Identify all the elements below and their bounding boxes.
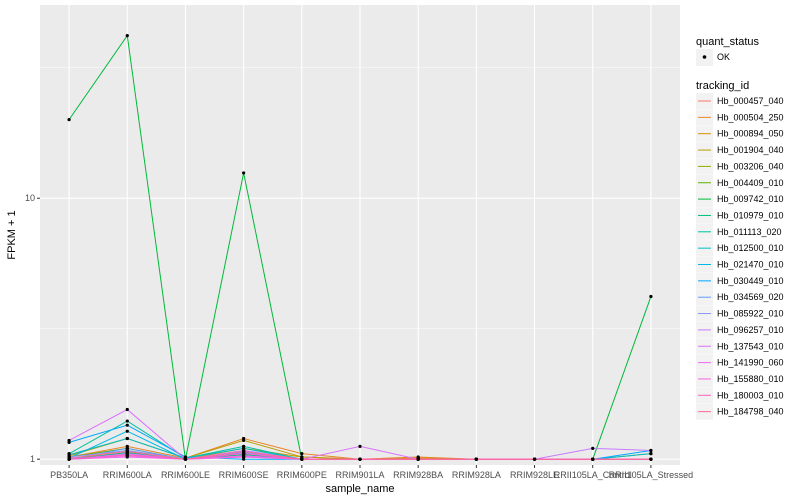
x-tick-label: RRIM928BA: [393, 470, 443, 480]
legend-title-tracking-id: tracking_id: [696, 80, 749, 92]
legend-title-quant-status: quant_status: [696, 36, 759, 48]
legend-label-series: Hb_004409_010: [717, 178, 784, 188]
legend-label-series: Hb_012500_010: [717, 243, 784, 253]
legend-label-series: Hb_155880_010: [717, 374, 784, 384]
data-point: [125, 429, 129, 433]
x-tick-label: PB350LA: [50, 470, 88, 480]
x-tick-label: RRII105LA_Control: [554, 470, 632, 480]
legend-label-series: Hb_184798_040: [717, 407, 784, 417]
data-point: [242, 171, 246, 175]
x-tick-label: RRIM901LA: [335, 470, 384, 480]
data-point: [125, 453, 129, 457]
data-point: [416, 457, 420, 461]
data-point: [67, 456, 71, 460]
data-point: [242, 438, 246, 443]
data-point: [242, 455, 246, 459]
x-tick-label: RRIM928LA: [452, 470, 501, 480]
legend-label-series: Hb_010979_010: [717, 210, 784, 220]
data-point: [358, 457, 362, 461]
legend-label-series: Hb_085922_010: [717, 309, 784, 319]
legend-label-series: Hb_000457_040: [717, 96, 784, 106]
data-point: [242, 457, 246, 461]
data-point: [649, 448, 653, 453]
axes: 1 10 PB350LA RRIM600LA RRIM600LE RRIM600SE RRI…: [25, 193, 693, 480]
legend-key-point: [702, 55, 707, 59]
data-point: [649, 294, 653, 299]
y-tick-label: 1: [30, 454, 35, 464]
data-point: [183, 455, 188, 459]
data-point: [125, 423, 129, 427]
legend-label-series: Hb_011113_020: [717, 227, 782, 237]
data-point: [649, 457, 653, 461]
legend-label-series: Hb_141990_060: [717, 358, 784, 368]
data-point: [242, 449, 246, 454]
x-tick-label: RRIM928LE: [510, 470, 559, 480]
y-tick-label: 10: [25, 193, 35, 203]
data-point: [591, 446, 595, 450]
legend-label-series: Hb_034569_020: [717, 292, 784, 302]
data-point: [125, 449, 129, 454]
data-point: [474, 457, 478, 461]
legend-label-quant-status: OK: [717, 52, 730, 62]
data-point: [300, 457, 304, 461]
legend-label-series: Hb_180003_010: [717, 390, 784, 400]
legend-label-series: Hb_000504_250: [717, 112, 784, 122]
data-point: [67, 453, 71, 457]
x-tick-label: RRIM600SE: [219, 470, 269, 480]
legend-label-series: Hb_003206_040: [717, 161, 784, 171]
data-point: [649, 452, 653, 456]
data-point: [183, 457, 188, 461]
data-point: [67, 438, 71, 443]
x-tick-label: RRIM600LE: [161, 470, 210, 480]
data-point: [532, 457, 537, 461]
data-point: [300, 455, 304, 459]
data-point: [358, 444, 362, 448]
data-point: [300, 452, 304, 456]
x-axis-title: sample_name: [325, 483, 394, 495]
legend-label-series: Hb_021470_010: [717, 260, 784, 270]
legend-label-series: Hb_001904_040: [717, 145, 784, 155]
x-tick-label: RRIM600LA: [103, 470, 152, 480]
x-tick-label: RRII105LA_Stressed: [609, 470, 694, 480]
data-point: [591, 457, 595, 461]
legend-label-series: Hb_137543_010: [717, 341, 784, 351]
data-point: [67, 118, 71, 122]
legend-label-series: Hb_009742_010: [717, 194, 784, 204]
data-points: [67, 33, 653, 461]
legend-items: OK Hb_000457_040 Hb_000504_250 Hb_000894_05…: [696, 49, 784, 420]
data-point: [125, 33, 129, 38]
data-point: [125, 436, 129, 441]
legend: quant_status tracking_id OK Hb_000457_040…: [696, 36, 784, 420]
legend-label-series: Hb_096257_010: [717, 325, 784, 335]
legend-label-series: Hb_000894_050: [717, 129, 784, 139]
x-tick-label: RRIM600PE: [277, 470, 327, 480]
legend-label-series: Hb_030449_010: [717, 276, 784, 286]
data-point: [125, 407, 129, 412]
data-point: [125, 419, 129, 423]
y-axis-title: FPKM + 1: [6, 210, 18, 259]
